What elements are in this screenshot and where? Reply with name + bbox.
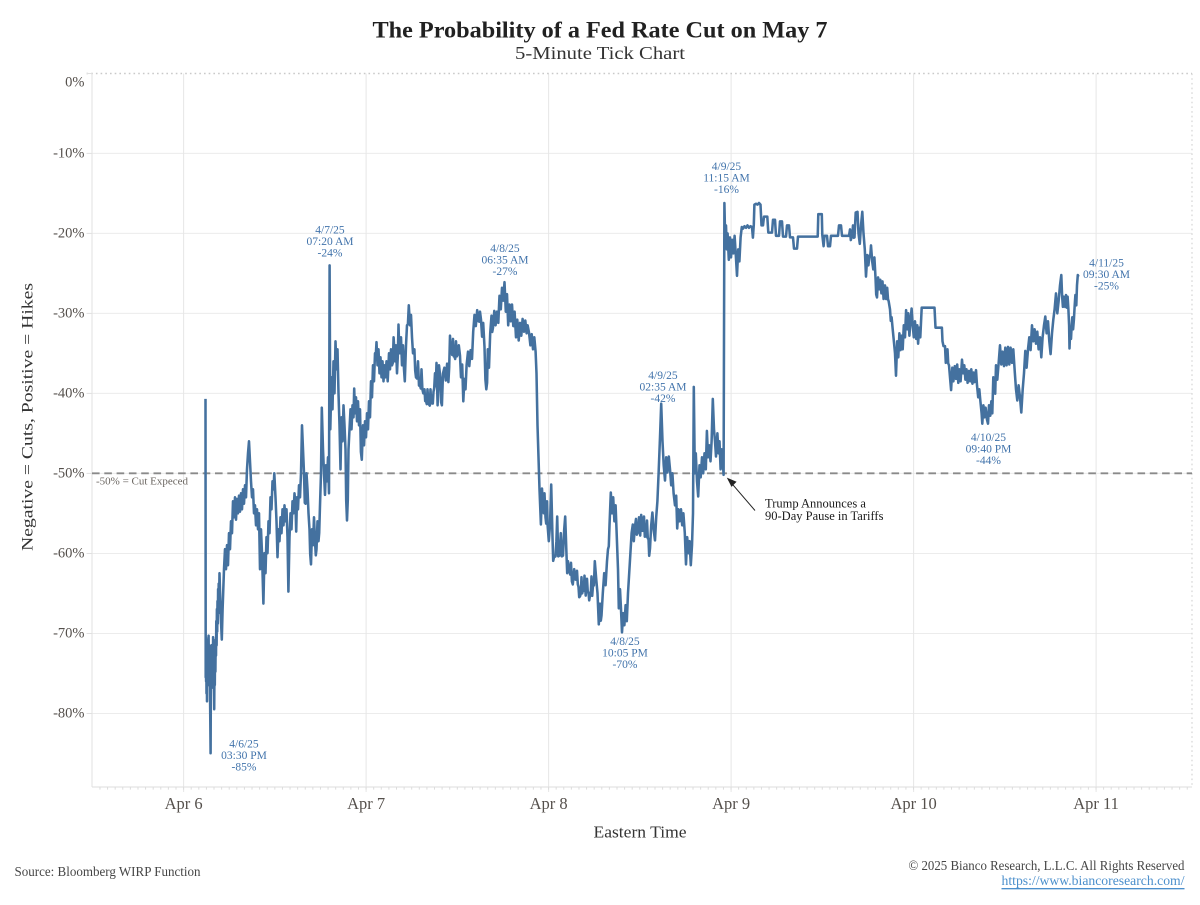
svg-text:-70%: -70%: [53, 626, 84, 642]
svg-text:4/8/25: 4/8/25: [490, 243, 520, 255]
svg-text:03:30 PM: 03:30 PM: [221, 750, 267, 762]
svg-text:-25%: -25%: [1094, 280, 1119, 292]
svg-text:-24%: -24%: [318, 248, 343, 260]
svg-text:-42%: -42%: [651, 393, 676, 405]
svg-text:Trump Announces a: Trump Announces a: [765, 497, 866, 511]
svg-text:4/9/25: 4/9/25: [712, 161, 742, 173]
svg-text:-30%: -30%: [53, 305, 84, 321]
svg-text:Negative = Cuts, Positive = Hi: Negative = Cuts, Positive = Hikes: [20, 283, 37, 551]
svg-text:-50%: -50%: [53, 465, 84, 481]
svg-text:Eastern Time: Eastern Time: [594, 823, 687, 842]
svg-text:Source: Bloomberg WIRP Functio: Source: Bloomberg WIRP Function: [15, 864, 201, 879]
svg-text:Apr 10: Apr 10: [890, 794, 936, 813]
svg-text:09:30 AM: 09:30 AM: [1083, 269, 1130, 281]
svg-text:The Probability of a Fed Rate: The Probability of a Fed Rate Cut on May…: [373, 18, 828, 43]
svg-text:06:35 AM: 06:35 AM: [482, 255, 529, 267]
svg-text:© 2025 Bianco Research, L.L.C.: © 2025 Bianco Research, L.L.C. All Right…: [909, 858, 1185, 873]
svg-text:https://www.biancoresearch.com: https://www.biancoresearch.com/: [1002, 873, 1185, 888]
svg-text:07:20 AM: 07:20 AM: [307, 236, 354, 248]
svg-text:Apr 8: Apr 8: [530, 794, 568, 813]
svg-text:-70%: -70%: [613, 659, 638, 671]
svg-text:4/6/25: 4/6/25: [229, 739, 259, 751]
svg-text:90-Day Pause in Tariffs: 90-Day Pause in Tariffs: [765, 509, 884, 523]
svg-text:-80%: -80%: [53, 706, 84, 722]
svg-text:Apr 11: Apr 11: [1073, 794, 1119, 813]
svg-text:Apr 7: Apr 7: [347, 794, 385, 813]
svg-text:4/10/25: 4/10/25: [971, 432, 1006, 444]
svg-text:-60%: -60%: [53, 546, 84, 562]
svg-text:10:05 PM: 10:05 PM: [602, 648, 648, 660]
svg-text:Apr 9: Apr 9: [712, 794, 750, 813]
svg-text:4/8/25: 4/8/25: [610, 636, 640, 648]
svg-text:-40%: -40%: [53, 385, 84, 401]
svg-text:4/7/25: 4/7/25: [315, 225, 345, 237]
svg-text:-27%: -27%: [493, 266, 518, 278]
svg-text:-44%: -44%: [976, 455, 1001, 467]
svg-text:4/9/25: 4/9/25: [648, 370, 678, 382]
svg-text:0%: 0%: [65, 75, 84, 91]
svg-text:-50% = Cut Expeced: -50% = Cut Expeced: [96, 476, 189, 488]
svg-text:11:15 AM: 11:15 AM: [703, 173, 750, 185]
svg-text:02:35 AM: 02:35 AM: [640, 382, 687, 394]
svg-text:-10%: -10%: [53, 145, 84, 161]
svg-text:09:40 PM: 09:40 PM: [966, 444, 1012, 456]
svg-text:-16%: -16%: [714, 184, 739, 196]
svg-text:4/11/25: 4/11/25: [1089, 257, 1124, 269]
svg-text:5-Minute Tick Chart: 5-Minute Tick Chart: [515, 43, 685, 63]
svg-text:Apr 6: Apr 6: [165, 794, 203, 813]
svg-text:-85%: -85%: [232, 762, 257, 774]
svg-text:-20%: -20%: [53, 225, 84, 241]
